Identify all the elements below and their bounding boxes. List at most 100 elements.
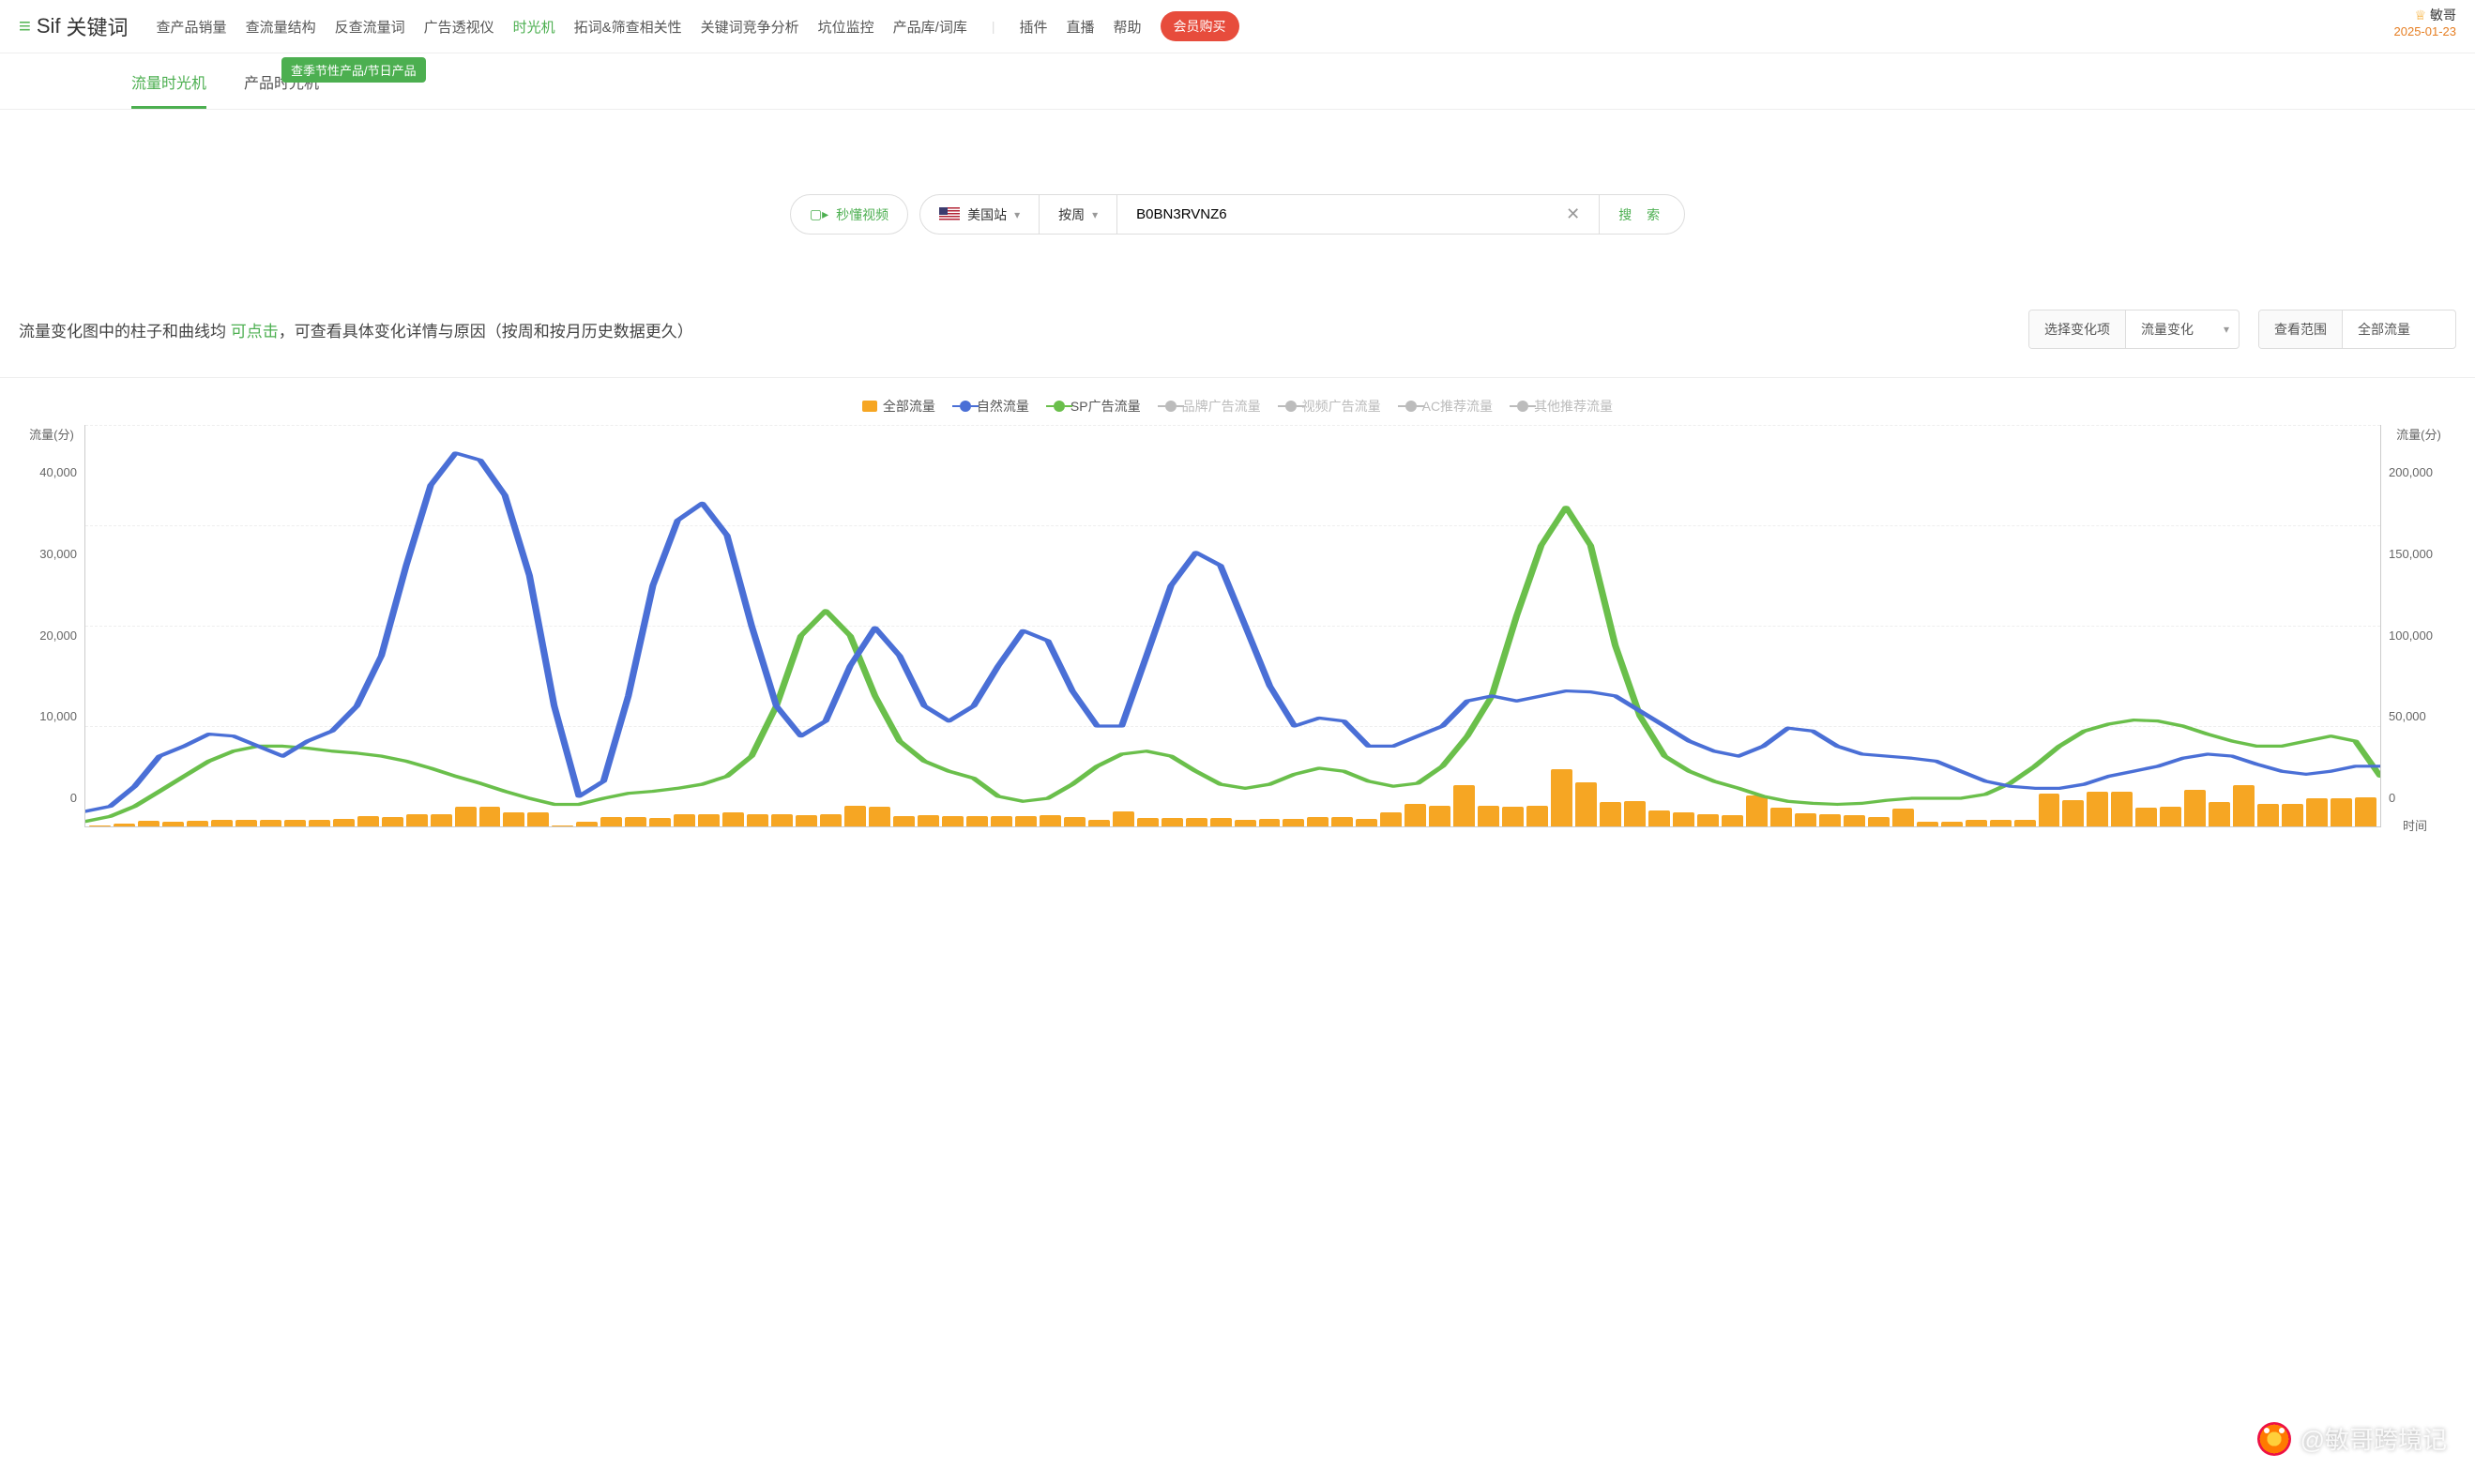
- user-box: ♕ 敏哥 2025-01-23: [2394, 6, 2457, 38]
- legend-item[interactable]: 自然流量: [960, 397, 1029, 416]
- buy-membership-button[interactable]: 会员购买: [1161, 11, 1239, 41]
- change-select-value[interactable]: 流量变化 ▾: [2126, 310, 2239, 348]
- crown-icon: ♕: [2415, 8, 2427, 23]
- sub-nav: 流量时光机产品时光机 查季节性产品/节日产品: [0, 53, 2475, 110]
- chart-row: 流量(分) 40,000 30,000 20,000 10,000 0 时间 流量(分)…: [19, 425, 2456, 827]
- period-select[interactable]: 按周 ▾: [1040, 195, 1117, 234]
- change-select-text: 流量变化: [2141, 322, 2194, 337]
- legend-item[interactable]: AC推荐流量: [1405, 397, 1493, 416]
- chart-wrap: 全部流量 自然流量 SP广告流量 品牌广告流量 视频广告流量 AC推荐流量 其他推荐流量 流…: [0, 377, 2475, 846]
- legend-item[interactable]: 其他推荐流量: [1517, 397, 1613, 416]
- legend-item[interactable]: 品牌广告流量: [1165, 397, 1261, 416]
- nav-item[interactable]: 时光机: [513, 17, 555, 37]
- scope-select-label: 查看范围: [2259, 310, 2343, 348]
- legend-marker: [960, 401, 971, 412]
- top-nav: ≡ Sif 关键词 查产品销量查流量结构反查流量词广告透视仪时光机拓词&筛查相关…: [0, 0, 2475, 53]
- clear-icon[interactable]: ✕: [1566, 204, 1580, 224]
- legend-label: 其他推荐流量: [1534, 397, 1613, 416]
- chevron-down-icon: ▾: [1014, 208, 1020, 221]
- user-name: 敏哥: [2430, 8, 2456, 23]
- watermark: @敏哥跨境记: [2257, 1421, 2447, 1456]
- nav-item[interactable]: 直播: [1067, 17, 1095, 37]
- video-help-label: 秒懂视频: [836, 205, 888, 224]
- y-right-title: 流量(分): [2381, 425, 2456, 443]
- nav-item[interactable]: 产品库/词库: [893, 17, 967, 37]
- legend-marker: [1285, 401, 1297, 412]
- asin-input[interactable]: [1136, 206, 1558, 222]
- chart-line[interactable]: [85, 507, 2380, 822]
- chart-line[interactable]: [85, 453, 2380, 811]
- chevron-down-icon: ▾: [2224, 323, 2229, 336]
- video-icon: ▢▸: [810, 206, 828, 222]
- brand-section: 关键词: [67, 11, 129, 41]
- chevron-down-icon: ▾: [1092, 208, 1098, 221]
- site-select[interactable]: 美国站 ▾: [920, 195, 1040, 234]
- y-tick: 30,000: [26, 547, 77, 561]
- y-tick: 200,000: [2389, 465, 2449, 479]
- scope-select: 查看范围 全部流量: [2258, 310, 2456, 349]
- nav-item[interactable]: 插件: [1019, 17, 1047, 37]
- nav-items: 查产品销量查流量结构反查流量词广告透视仪时光机拓词&筛查相关性关键词竞争分析坑位…: [157, 11, 1239, 41]
- y-tick: 50,000: [2389, 709, 2449, 723]
- y-tick: 100,000: [2389, 628, 2449, 643]
- menu-icon[interactable]: ≡: [19, 14, 31, 38]
- period-label: 按周: [1058, 205, 1085, 224]
- legend-label: 品牌广告流量: [1182, 397, 1261, 416]
- sub-tab[interactable]: 流量时光机: [131, 70, 206, 109]
- y-tick: 10,000: [26, 709, 77, 723]
- us-flag-icon: [939, 207, 960, 221]
- site-label: 美国站: [967, 205, 1007, 224]
- nav-item[interactable]: 查流量结构: [246, 17, 316, 37]
- nav-item[interactable]: 帮助: [1114, 17, 1142, 37]
- hint-click: 可点击: [231, 323, 279, 341]
- logo: ≡ Sif 关键词: [19, 11, 129, 41]
- nav-item[interactable]: 关键词竞争分析: [701, 17, 799, 37]
- brand-name: Sif: [37, 14, 61, 38]
- y-left-col: 流量(分) 40,00030,00020,00010,0000: [19, 425, 84, 827]
- controls-row: 流量变化图中的柱子和曲线均 可点击，可查看具体变化详情与原因（按周和按月历史数据…: [0, 291, 2475, 368]
- legend-label: AC推荐流量: [1422, 397, 1493, 416]
- nav-item[interactable]: 查产品销量: [157, 17, 227, 37]
- nav-item[interactable]: 坑位监控: [818, 17, 874, 37]
- search-button[interactable]: 搜 索: [1600, 195, 1684, 234]
- legend-item[interactable]: 视频广告流量: [1285, 397, 1381, 416]
- search-segments: 美国站 ▾ 按周 ▾ ✕ 搜 索: [919, 194, 1685, 235]
- legend-label: 自然流量: [977, 397, 1029, 416]
- nav-separator: |: [992, 19, 995, 34]
- legend-marker: [862, 401, 877, 412]
- scope-select-text: 全部流量: [2358, 322, 2410, 337]
- legend-marker: [1517, 401, 1528, 412]
- legend-label: 全部流量: [883, 397, 935, 416]
- y-tick: 20,000: [26, 628, 77, 643]
- legend-item[interactable]: 全部流量: [862, 397, 935, 416]
- legend-item[interactable]: SP广告流量: [1054, 397, 1141, 416]
- user-date: 2025-01-23: [2394, 24, 2457, 38]
- y-tick: 40,000: [26, 465, 77, 479]
- y-left-title: 流量(分): [19, 425, 84, 443]
- y-right-col: 流量(分) 200,000 150,000 100,000 50,000 0: [2381, 425, 2456, 827]
- hint-suffix: ，可查看具体变化详情与原因（按周和按月历史数据更久）: [279, 323, 693, 341]
- change-select: 选择变化项 流量变化 ▾: [2028, 310, 2240, 349]
- y-right-axis: 200,000 150,000 100,000 50,000 0: [2381, 447, 2456, 827]
- legend-marker: [1405, 401, 1417, 412]
- search-bar: ▢▸ 秒懂视频 美国站 ▾ 按周 ▾ ✕ 搜 索: [0, 110, 2475, 291]
- seasonal-badge[interactable]: 查季节性产品/节日产品: [281, 57, 426, 83]
- y-tick: 150,000: [2389, 547, 2449, 561]
- asin-input-wrap: ✕: [1117, 195, 1600, 234]
- scope-select-value[interactable]: 全部流量: [2343, 310, 2455, 348]
- weibo-icon: [2257, 1422, 2291, 1456]
- chart-legend: 全部流量 自然流量 SP广告流量 品牌广告流量 视频广告流量 AC推荐流量 其他推荐流量: [19, 397, 2456, 416]
- chart-plot[interactable]: 时间: [84, 425, 2381, 827]
- nav-item[interactable]: 广告透视仪: [424, 17, 494, 37]
- change-select-label: 选择变化项: [2029, 310, 2126, 348]
- hint-text: 流量变化图中的柱子和曲线均 可点击，可查看具体变化详情与原因（按周和按月历史数据…: [19, 318, 2010, 341]
- y-left-axis: 40,00030,00020,00010,0000: [19, 447, 84, 827]
- user-name-row: ♕ 敏哥: [2394, 6, 2457, 24]
- y-tick: 0: [2389, 791, 2449, 805]
- video-help-button[interactable]: ▢▸ 秒懂视频: [790, 194, 908, 235]
- nav-item[interactable]: 反查流量词: [335, 17, 405, 37]
- nav-item[interactable]: 拓词&筛查相关性: [574, 17, 682, 37]
- legend-marker: [1165, 401, 1177, 412]
- watermark-text: @敏哥跨境记: [2300, 1421, 2447, 1456]
- x-axis-label: 时间: [2403, 816, 2427, 834]
